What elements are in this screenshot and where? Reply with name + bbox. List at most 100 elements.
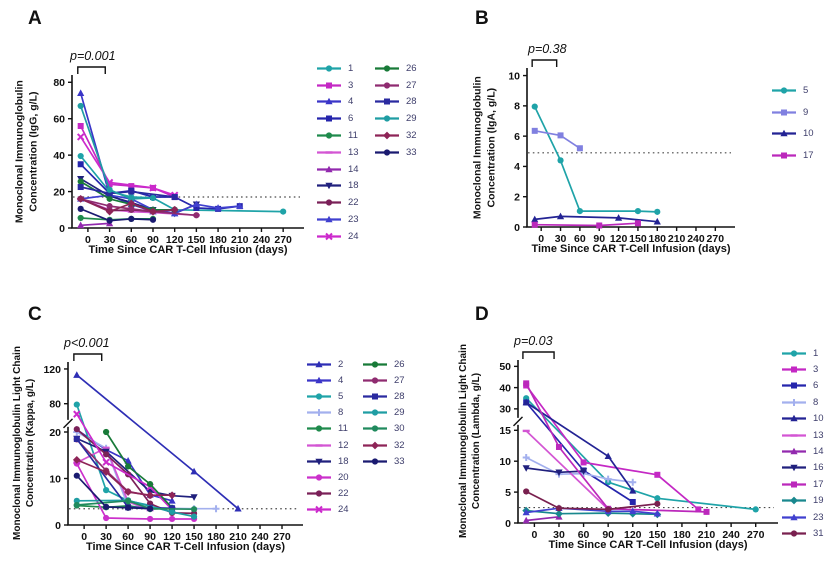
legend-column: 1 3 6 8 10 13 14 16 17 19 23 31 (781, 345, 824, 542)
svg-text:10: 10 (499, 456, 511, 468)
legend-item-11: 11 (306, 421, 349, 437)
svg-text:30: 30 (104, 234, 116, 246)
svg-text:210: 210 (668, 233, 686, 245)
legend-swatch-icon (782, 414, 806, 422)
legend-label: 5 (338, 390, 344, 402)
svg-text:270: 270 (747, 529, 765, 541)
legend-label: 16 (813, 462, 824, 474)
legend-item-27: 27 (374, 77, 417, 94)
legend-item-30: 30 (362, 421, 405, 437)
x-axis-label: Time Since CAR T-Cell Infusion (days) (85, 541, 286, 553)
legend-item-11: 11 (316, 127, 359, 144)
svg-text:120: 120 (163, 531, 181, 543)
svg-text:80: 80 (49, 399, 61, 411)
svg-text:270: 270 (273, 531, 291, 543)
svg-text:240: 240 (722, 529, 740, 541)
plot-area: 0 30 60 90 120 150 180 210 240 270 0 20 40 60 80 (53, 66, 304, 246)
legend-swatch-icon (317, 215, 341, 223)
legend-item-32: 32 (374, 127, 417, 144)
legend-swatch-icon (782, 447, 806, 455)
legend-swatch-icon (317, 132, 341, 139)
svg-text:15: 15 (499, 425, 511, 437)
legend-label: 30 (394, 423, 405, 435)
legend-swatch-icon (772, 87, 796, 94)
legend-label: 14 (813, 446, 824, 458)
p-value-label: p=0.38 (528, 42, 567, 56)
legend-item-6: 6 (781, 378, 824, 394)
legend-label: 5 (803, 85, 809, 97)
svg-text:240: 240 (253, 234, 271, 246)
legend-swatch-icon (772, 152, 796, 159)
legend-swatch-icon (375, 65, 399, 72)
svg-text:0: 0 (59, 223, 65, 235)
plot-area: 0 30 60 90 120 150 180 210 240 270 0 5 10 15 30 40 50 (499, 351, 778, 541)
legend-label: 32 (394, 439, 405, 451)
legend-swatch-icon (772, 109, 796, 116)
svg-text:240: 240 (251, 531, 269, 543)
legend-label: 24 (348, 230, 359, 242)
legend-item-33: 33 (374, 144, 417, 161)
svg-text:120: 120 (624, 529, 642, 541)
legend-item-6: 6 (316, 110, 359, 127)
legend-swatch-icon (363, 441, 387, 449)
legend-swatch-icon (307, 506, 331, 514)
legend-label: 19 (813, 495, 824, 507)
legend-label: 22 (348, 197, 359, 209)
legend-swatch-icon (375, 131, 399, 140)
legend-swatch-icon (363, 425, 387, 432)
legend-swatch-icon (782, 382, 806, 389)
svg-text:0: 0 (81, 531, 87, 543)
legend-label: 11 (338, 423, 348, 435)
legend-label: 20 (338, 471, 349, 483)
legend-label: 12 (338, 439, 349, 451)
legend-item-32: 32 (362, 437, 405, 453)
legend-swatch-icon (375, 115, 399, 122)
legend-item-9: 9 (771, 102, 814, 124)
legend-label: 8 (813, 396, 819, 408)
panel-d: D p=0.03 Monoclonal Immunoglobulin Light… (415, 290, 831, 581)
legend-column: 1 3 4 6 11 13 14 18 22 23 24 (316, 60, 359, 245)
svg-text:10: 10 (508, 70, 520, 82)
legend-item-3: 3 (316, 77, 359, 94)
plot-area: 0 30 60 90 120 150 180 210 240 270 0 10 20 80 120 (43, 353, 303, 543)
legend-label: 27 (394, 374, 405, 386)
legend-swatch-icon (782, 496, 806, 505)
legend-label: 26 (394, 358, 405, 370)
legend-item-1: 1 (781, 345, 824, 361)
legend-item-1: 1 (316, 60, 359, 77)
legend-swatch-icon (782, 398, 806, 406)
legend-item-14: 14 (316, 161, 359, 178)
legend-label: 8 (338, 407, 344, 419)
svg-text:2: 2 (514, 192, 520, 204)
legend-label: 31 (813, 527, 824, 539)
legend-swatch-icon (317, 199, 341, 206)
panel-letter: A (28, 8, 42, 29)
legend-label: 29 (406, 113, 417, 125)
legend-item-18: 18 (316, 178, 359, 195)
legend-swatch-icon (317, 165, 341, 172)
legend-swatch-icon (782, 513, 806, 520)
legend-item-4: 4 (316, 94, 359, 111)
legend-swatch-icon (363, 377, 387, 384)
legend-label: 22 (338, 488, 349, 500)
svg-text:150: 150 (649, 529, 667, 541)
legend-swatch-icon (307, 425, 331, 432)
panel-b: B p=0.38 Monoclonal Immunoglobulin Concen… (415, 0, 831, 290)
p-value-label: p=0.03 (514, 334, 553, 348)
svg-text:270: 270 (707, 233, 725, 245)
legend-item-28: 28 (374, 94, 417, 111)
svg-text:80: 80 (53, 77, 65, 89)
svg-text:60: 60 (122, 531, 134, 543)
legend-item-4: 4 (306, 372, 349, 388)
svg-text:210: 210 (231, 234, 249, 246)
svg-text:150: 150 (188, 234, 206, 246)
legend-swatch-icon (363, 409, 387, 416)
legend-label: 18 (338, 455, 349, 467)
svg-text:20: 20 (53, 186, 65, 198)
legend-label: 1 (348, 62, 354, 74)
legend-swatch-icon (307, 409, 331, 417)
svg-text:180: 180 (207, 531, 225, 543)
svg-text:210: 210 (698, 529, 716, 541)
legend-label: 27 (406, 79, 417, 91)
legend-item-22: 22 (306, 486, 349, 502)
